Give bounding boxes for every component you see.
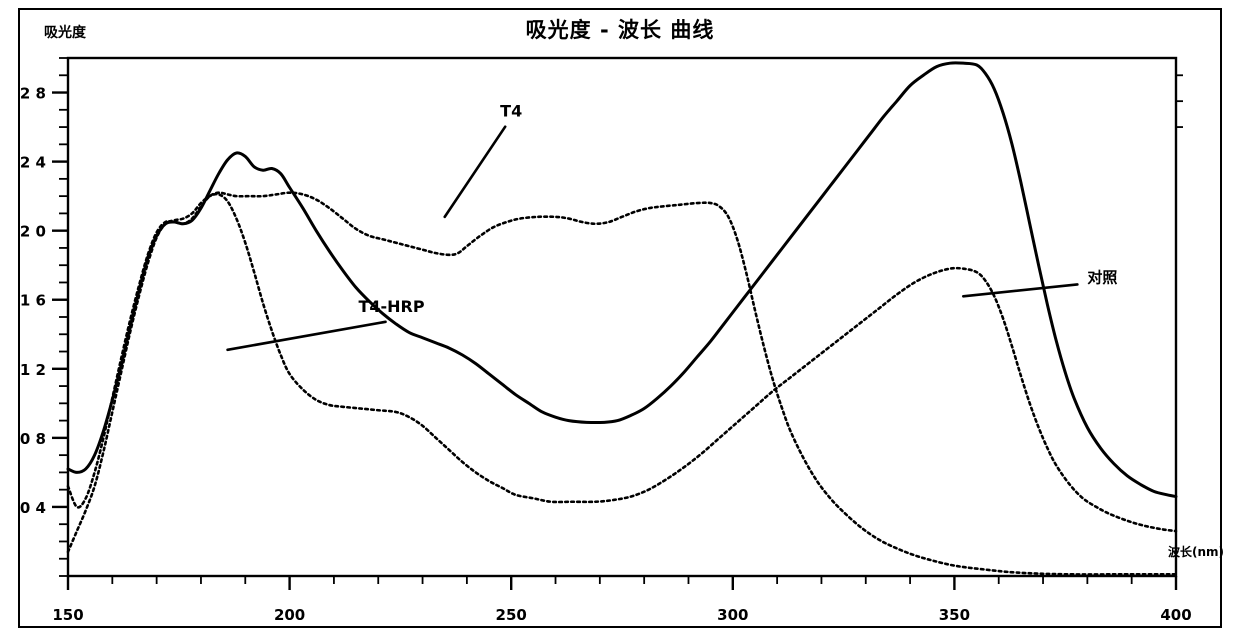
y-tick-label: 2 0 [20, 223, 46, 241]
annotation-group: T4 T4-HRP 对照 [228, 102, 1118, 350]
series-curve-1 [68, 193, 1176, 575]
y-tick-label: 1 6 [20, 292, 46, 310]
annotation-label-2: T4-HRP [358, 297, 424, 316]
y-tick-label: 0 8 [20, 430, 46, 448]
annotation-leader-line [963, 284, 1077, 296]
x-tick-label: 250 [496, 606, 527, 624]
x-tick-label: 300 [717, 606, 748, 624]
annotation-label-3: 对照 [1087, 268, 1117, 286]
annotation-leader-line [445, 127, 505, 217]
x-tick-label: 350 [939, 606, 970, 624]
x-tick-label: 200 [274, 606, 305, 624]
series-curve-3 [68, 194, 1176, 552]
y-tick-label: 2 8 [20, 85, 46, 103]
y-tick-label: 0 4 [20, 499, 46, 517]
series-curve-2 [68, 63, 1176, 497]
annotation-leader-line [228, 322, 386, 350]
series-group [68, 63, 1176, 575]
y-tick-label: 2 4 [20, 154, 46, 172]
y-tick-label: 1 2 [20, 361, 46, 379]
x-tick-label: 400 [1160, 606, 1191, 624]
x-tick-label: 150 [52, 606, 83, 624]
axis-ticks-group [52, 58, 1183, 590]
figure-root: 吸光度 - 波长 曲线 吸光度 波长(nm) 15020025030035040… [0, 0, 1240, 643]
absorbance-wavelength-chart: 1502002503003504000 40 81 21 62 02 42 8 … [0, 0, 1240, 643]
annotation-label-1: T4 [500, 102, 522, 121]
